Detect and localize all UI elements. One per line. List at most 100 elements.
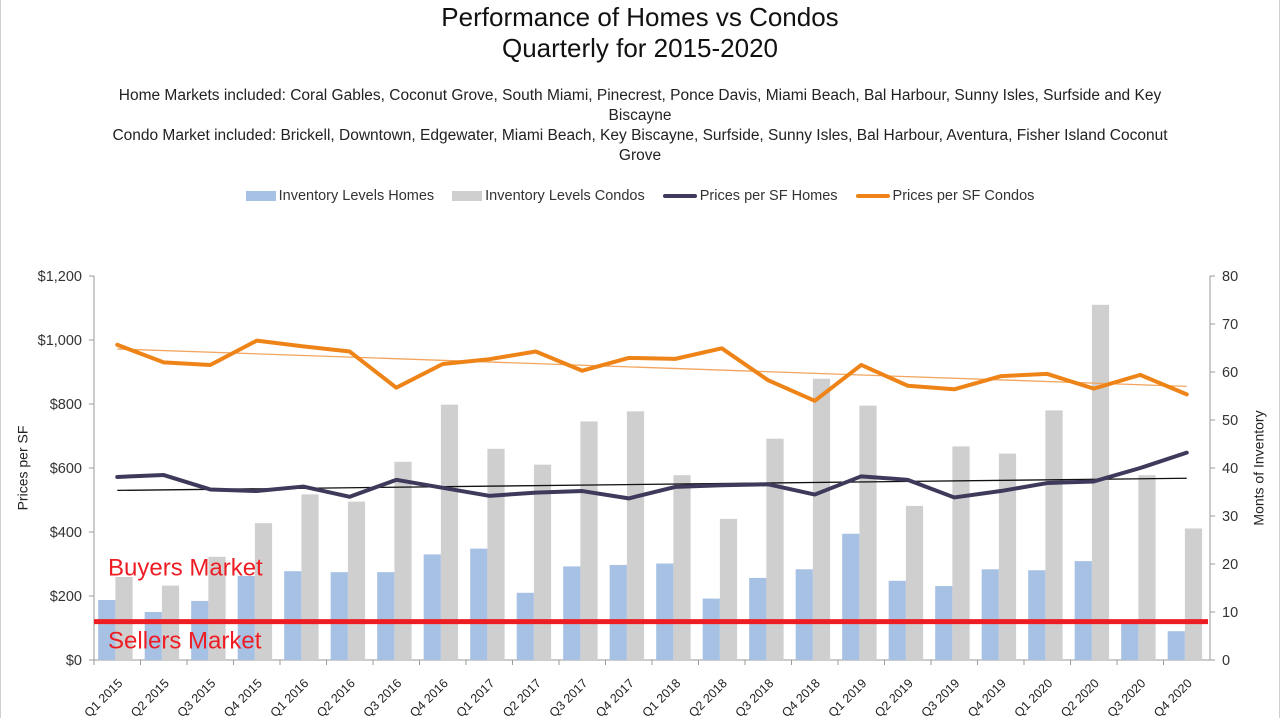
bar-inventory-homes — [470, 548, 488, 660]
y-tick-right-label: 80 — [1222, 269, 1238, 285]
y-tick-right-label: 60 — [1222, 365, 1238, 381]
bar-inventory-condos — [533, 464, 552, 660]
legend-swatch-prices-condos — [855, 194, 890, 198]
line-prices-homes — [115, 450, 1189, 501]
bar-inventory-condos — [347, 501, 366, 660]
y-tick-left-label: $400 — [50, 525, 82, 541]
bar-inventory-condos — [580, 421, 598, 660]
line-prices-condos — [115, 338, 1189, 403]
x-tick-label: Q2 2018 — [686, 676, 730, 720]
bar-inventory-homes — [1167, 631, 1185, 660]
bar-inventory-condos — [115, 576, 133, 660]
bar-inventory-condos — [766, 438, 784, 660]
bar-inventory-homes — [237, 576, 255, 660]
buyers-market-label: Buyers Market — [108, 555, 263, 582]
sellers-market-label: Sellers Market — [108, 628, 262, 655]
chart-title-line-2: Quarterly for 2015-2020 — [501, 33, 779, 63]
bar-inventory-homes — [702, 598, 720, 660]
y-tick-right-label: 70 — [1222, 317, 1238, 333]
bar-inventory-condos — [905, 505, 924, 660]
bar-inventory-homes — [284, 571, 302, 660]
y-tick-right-label: 10 — [1222, 605, 1238, 621]
bar-inventory-homes — [98, 600, 116, 660]
bar-inventory-condos — [394, 461, 412, 660]
y-tick-left-label: $200 — [50, 589, 82, 605]
legend-label-inventory-condos: Inventory Levels Condos — [485, 188, 645, 204]
y-tick-right-label: 20 — [1222, 557, 1238, 573]
bar-inventory-condos — [208, 556, 226, 660]
x-tick-label: Q1 2018 — [640, 676, 684, 720]
bar-inventory-homes — [516, 592, 534, 660]
bar-inventory-condos — [1138, 475, 1156, 660]
bar-inventory-homes — [330, 572, 348, 660]
y-tick-left-label: $0 — [66, 653, 82, 669]
legend-label-prices-homes: Prices per SF Homes — [699, 188, 838, 204]
y-tick-right-label: 0 — [1222, 653, 1230, 669]
bar-inventory-homes — [981, 569, 999, 660]
x-tick-label: Q1 2020 — [1012, 676, 1056, 720]
bar-inventory-condos — [998, 453, 1017, 660]
legend-swatch-inventory-homes — [245, 191, 276, 201]
x-tick-label: Q3 2015 — [175, 676, 219, 720]
bar-inventory-condos — [673, 475, 691, 660]
subtitle-homes: Home Markets included: Coral Gables, Coc… — [118, 87, 1162, 124]
x-tick-label: Q4 2015 — [221, 676, 265, 720]
legend-item-inventory-condos: Inventory Levels Condos — [452, 188, 645, 204]
legend-item-prices-homes: Prices per SF Homes — [662, 188, 838, 204]
bar-inventory-condos — [1091, 304, 1110, 660]
bar-inventory-homes — [656, 563, 674, 660]
y-tick-right-label: 30 — [1222, 509, 1238, 525]
bar-inventory-condos — [1184, 528, 1203, 660]
bar-inventory-homes — [749, 577, 767, 660]
x-tick-label: Q2 2016 — [314, 676, 358, 720]
x-tick-label: Q4 2019 — [965, 676, 1009, 720]
x-tick-label: Q1 2019 — [826, 676, 870, 720]
bar-inventory-condos — [952, 446, 970, 660]
bar-inventory-homes — [563, 566, 581, 660]
x-tick-label: Q2 2020 — [1058, 676, 1102, 720]
bar-inventory-homes — [609, 564, 627, 660]
y-axis-left-label: Prices per SF — [13, 425, 30, 511]
bar-inventory-condos — [1045, 410, 1063, 660]
trendline — [117, 348, 1187, 388]
bar-inventory-condos — [812, 378, 831, 660]
y-tick-right-label: 50 — [1222, 413, 1238, 429]
x-tick-label: Q2 2017 — [500, 676, 544, 720]
y-axis-right-label: Monts of Inventory — [1250, 410, 1267, 526]
x-tick-label: Q2 2019 — [872, 676, 916, 720]
bar-inventory-homes — [1074, 561, 1092, 660]
legend-label-inventory-homes: Inventory Levels Homes — [278, 188, 435, 204]
chart-subtitle: Home Markets included: Coral Gables, Coc… — [110, 86, 1170, 166]
x-tick-label: Q4 2020 — [1151, 676, 1195, 720]
bar-inventory-homes — [377, 572, 395, 660]
chart-title: Performance of Homes vs Condos Quarterly… — [0, 2, 1280, 64]
bar-inventory-homes — [795, 569, 813, 660]
y-tick-left-label: $1,200 — [38, 269, 82, 285]
x-tick-label: Q3 2020 — [1105, 676, 1149, 720]
bar-inventory-condos — [719, 518, 738, 660]
x-tick-label: Q1 2017 — [454, 676, 498, 720]
bar-inventory-condos — [301, 494, 319, 660]
x-tick-label: Q3 2016 — [361, 676, 405, 720]
bar-inventory-condos — [440, 404, 459, 660]
chart-legend: Inventory Levels Homes Inventory Levels … — [0, 188, 1280, 204]
bar-inventory-condos — [859, 405, 877, 660]
bar-inventory-homes — [1121, 621, 1139, 660]
x-tick-label: Q3 2019 — [919, 676, 963, 720]
legend-label-prices-condos: Prices per SF Condos — [892, 188, 1035, 204]
x-tick-label: Q1 2015 — [82, 676, 126, 720]
bar-inventory-homes — [1028, 570, 1046, 660]
y-tick-left-label: $600 — [50, 461, 82, 477]
x-tick-label: Q3 2017 — [547, 676, 591, 720]
bar-inventory-condos — [626, 411, 645, 660]
y-tick-left-label: $800 — [50, 397, 82, 413]
x-tick-label: Q4 2016 — [407, 676, 451, 720]
x-tick-label: Q1 2016 — [268, 676, 312, 720]
bar-inventory-condos — [254, 523, 273, 660]
x-tick-label: Q4 2018 — [779, 676, 823, 720]
x-tick-label: Q2 2015 — [128, 676, 172, 720]
chart-title-line-1: Performance of Homes vs Condos — [441, 2, 839, 32]
x-tick-label: Q3 2018 — [733, 676, 777, 720]
y-tick-right-label: 40 — [1222, 461, 1238, 477]
